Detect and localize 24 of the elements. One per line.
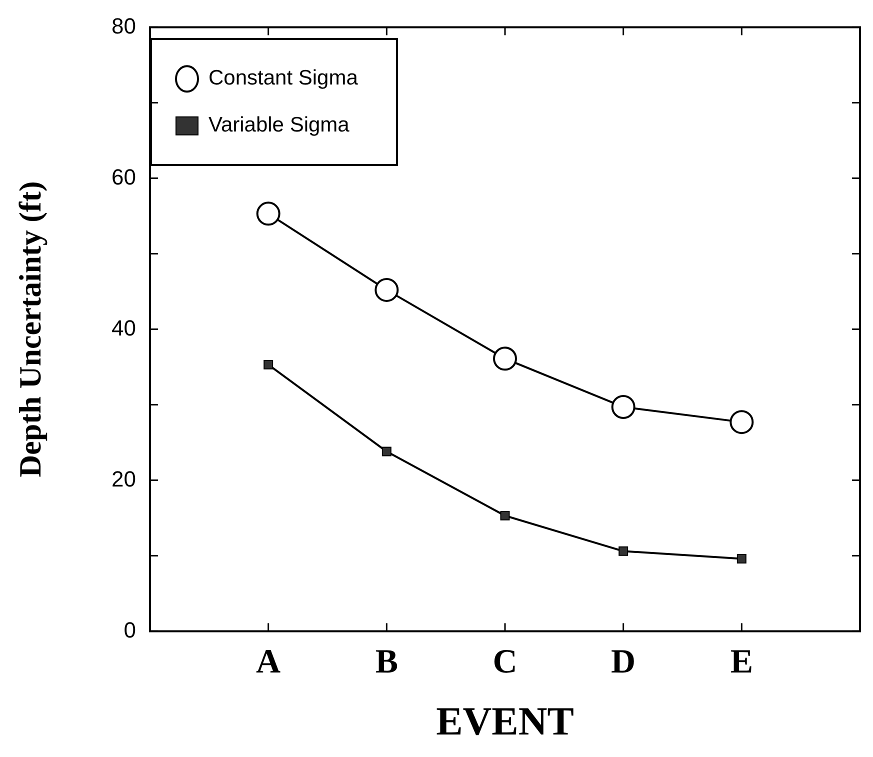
point [500,510,510,520]
y-tick-label: 20 [112,466,136,492]
y-axis-title: Depth Uncertainty (ft) [12,181,48,478]
point [374,278,399,302]
x-tick-label: D [611,643,636,680]
y-tick-label: 40 [112,315,136,340]
x-tick-label: B [375,643,398,680]
legend-label: Constant Sigma [208,66,358,90]
x-tick-label: E [730,643,754,680]
point [493,346,517,371]
point [382,446,392,456]
x-axis-title: EVENT [436,698,574,744]
point [611,394,636,419]
point [736,554,746,564]
y-tick-label: 0 [124,617,136,642]
x-tick-label: A [256,643,282,680]
y-tick-label: 60 [112,164,136,190]
y-tick-label: 80 [112,13,136,38]
point [264,360,274,370]
point [618,546,628,556]
x-tick-label: C [492,643,518,680]
legend-label: Variable Sigma [208,114,350,137]
point [256,202,280,226]
point [730,410,754,434]
